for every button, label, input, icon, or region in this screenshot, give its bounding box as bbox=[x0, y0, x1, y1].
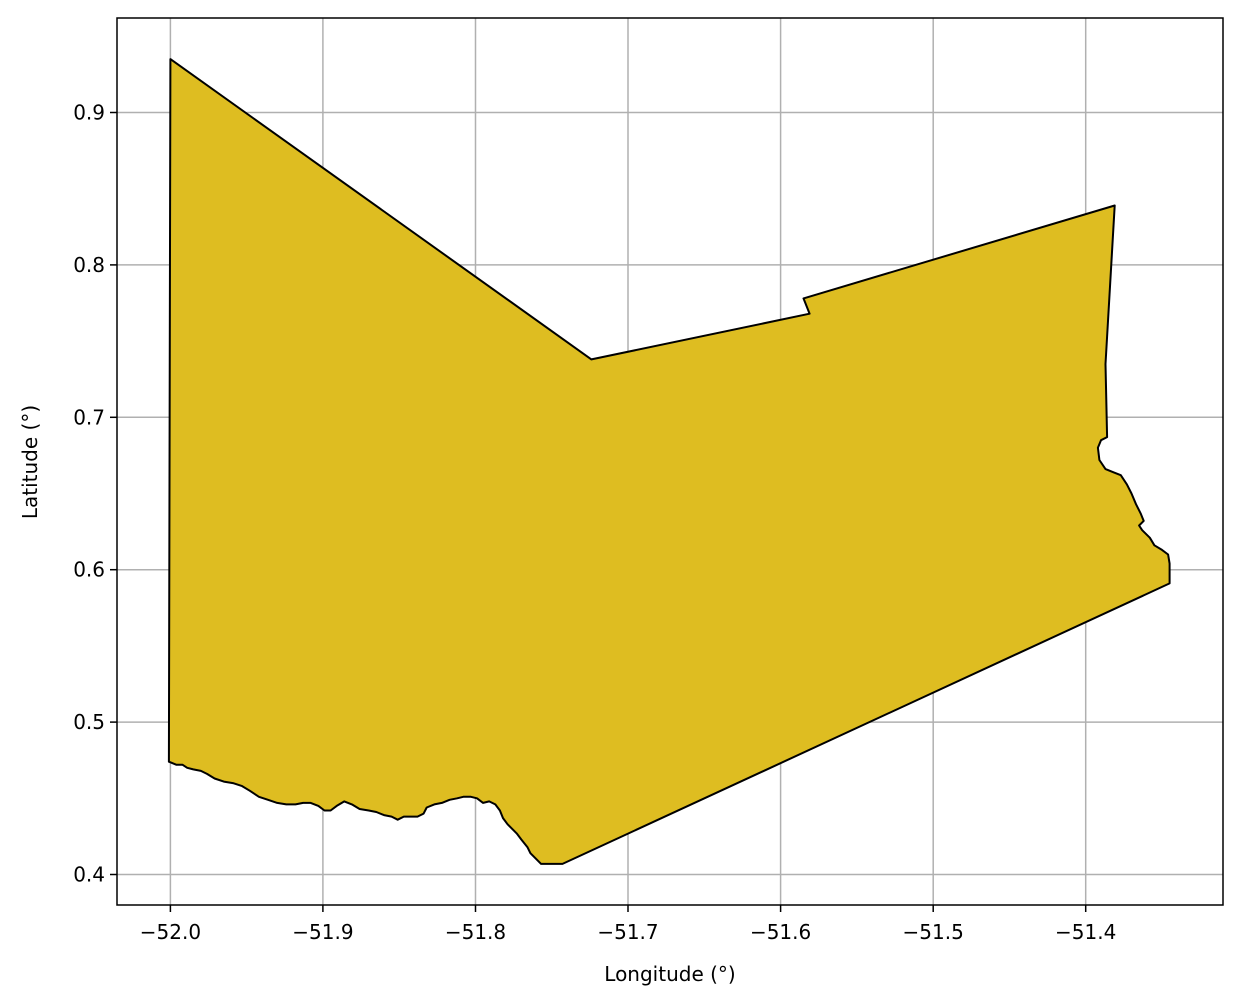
region-polygon bbox=[167, 58, 1171, 865]
y-tick-label: 0.8 bbox=[73, 253, 105, 277]
x-tick-label: −52.0 bbox=[140, 920, 201, 944]
x-axis-label: Longitude (°) bbox=[604, 962, 735, 986]
y-tick-label: 0.6 bbox=[73, 558, 105, 582]
y-tick-label: 0.9 bbox=[73, 101, 105, 125]
x-tick-label: −51.9 bbox=[292, 920, 353, 944]
x-tick-label: −51.5 bbox=[903, 920, 964, 944]
x-tick-label: −51.6 bbox=[750, 920, 811, 944]
y-tick-label: 0.7 bbox=[73, 405, 105, 429]
x-tick-label: −51.8 bbox=[445, 920, 506, 944]
plot-frame bbox=[116, 17, 1224, 906]
y-tick-label: 0.4 bbox=[73, 863, 105, 887]
y-axis-label: Latitude (°) bbox=[18, 405, 42, 519]
x-tick-label: −51.7 bbox=[597, 920, 658, 944]
y-tick-label: 0.5 bbox=[73, 710, 105, 734]
x-tick-label: −51.4 bbox=[1055, 920, 1116, 944]
axis-ticks: −52.0 −51.9 −51.8 −51.7 −51.6 −51.5 −51.4 0.4 0.… bbox=[73, 101, 1116, 945]
